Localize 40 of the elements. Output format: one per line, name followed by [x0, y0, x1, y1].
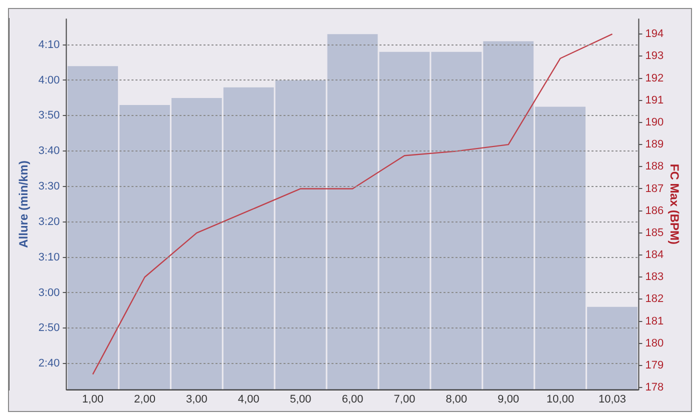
x-tick-label: 6,00	[342, 393, 364, 406]
x-tick-label: 10,03	[598, 393, 626, 406]
y2-tick-label: 185	[645, 226, 664, 239]
y2-tick-label: 180	[645, 337, 664, 350]
y-tick-label: 3:40	[38, 145, 60, 158]
x-tick-label: 5,00	[290, 393, 312, 406]
y-tick-label: 4:10	[38, 38, 60, 51]
y2-tick-label: 188	[645, 160, 664, 173]
y-tick-label: 2:40	[38, 358, 60, 370]
y2-tick-label: 182	[645, 293, 664, 306]
y2-tick-label: 179	[645, 360, 664, 372]
y-tick-label: 3:30	[38, 180, 60, 193]
y-tick-label: 3:00	[38, 286, 60, 299]
y-tick-label: 2:50	[38, 322, 60, 334]
y2-tick-label: 191	[645, 94, 664, 106]
y2-tick-label: 187	[645, 182, 664, 195]
x-tick-label: 2,00	[134, 393, 156, 406]
x-tick-label: 4,00	[238, 393, 260, 406]
y2-tick-label: 192	[645, 72, 664, 84]
y2-tick-label: 186	[645, 204, 664, 217]
x-tick-label: 1,00	[82, 393, 104, 406]
x-tick-label: 3,00	[186, 393, 208, 406]
x-tick-label: 8,00	[446, 393, 468, 406]
y-axis-title: Allure (min/km)	[16, 160, 31, 248]
y2-axis-title: FC Max (BPM)	[667, 164, 682, 245]
y2-tick-label: 183	[645, 271, 664, 284]
y-tick-label: 3:10	[38, 251, 60, 264]
y2-tick-label: 189	[645, 138, 664, 151]
y2-tick-label: 194	[645, 28, 664, 40]
y2-tick-label: 190	[645, 116, 664, 128]
y2-tick-label: 193	[645, 50, 664, 62]
y2-tick-label: 184	[645, 249, 664, 262]
y-tick-label: 3:50	[38, 110, 60, 122]
y-tick-label: 3:20	[38, 216, 60, 228]
y2-tick-label: 178	[645, 382, 664, 394]
x-tick-label: 7,00	[394, 393, 416, 406]
y2-tick-label: 181	[645, 315, 664, 328]
x-tick-label: 9,00	[498, 393, 520, 406]
y-tick-label: 4:00	[38, 74, 60, 86]
x-tick-label: 10,00	[546, 393, 574, 406]
